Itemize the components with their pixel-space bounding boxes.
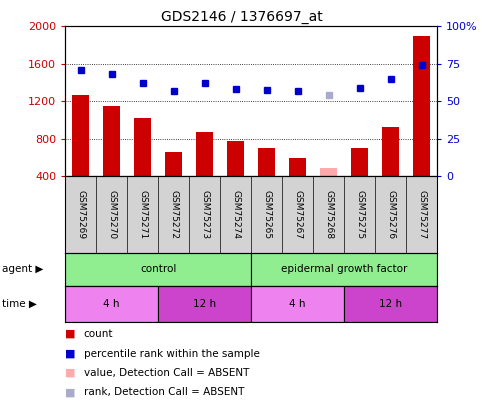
Bar [196,132,213,176]
Bar [344,286,437,322]
Text: control: control [140,264,176,274]
Text: rank, Detection Call = ABSENT: rank, Detection Call = ABSENT [84,388,244,397]
Bar [289,158,306,176]
Text: GSM75273: GSM75273 [200,190,209,239]
Text: 4 h: 4 h [103,299,120,309]
Text: ■: ■ [65,329,76,339]
Bar [165,152,182,176]
Text: ■: ■ [65,368,76,378]
Text: GSM75276: GSM75276 [386,190,395,239]
Text: GSM75269: GSM75269 [76,190,85,239]
Text: 12 h: 12 h [193,299,216,309]
Bar [413,36,430,176]
Bar [134,118,151,176]
Text: GSM75268: GSM75268 [324,190,333,239]
Bar [72,95,89,176]
Bar [382,126,399,176]
Text: 4 h: 4 h [289,299,306,309]
Bar [65,253,251,286]
Text: ■: ■ [65,388,76,397]
Bar [227,141,244,176]
Text: GSM75275: GSM75275 [355,190,364,239]
Text: GSM75271: GSM75271 [138,190,147,239]
Text: GSM75267: GSM75267 [293,190,302,239]
Bar [103,106,120,176]
Text: percentile rank within the sample: percentile rank within the sample [84,349,259,358]
Text: ■: ■ [65,349,76,358]
Bar [351,148,368,176]
Bar [158,286,251,322]
Text: GSM75277: GSM75277 [417,190,426,239]
Text: agent ▶: agent ▶ [2,264,44,274]
Bar [65,286,158,322]
Bar [251,253,437,286]
Bar [258,148,275,176]
Text: GDS2146 / 1376697_at: GDS2146 / 1376697_at [161,10,322,24]
Text: GSM75272: GSM75272 [169,190,178,239]
Text: GSM75265: GSM75265 [262,190,271,239]
Bar [251,286,344,322]
Text: GSM75270: GSM75270 [107,190,116,239]
Text: time ▶: time ▶ [2,299,37,309]
Text: epidermal growth factor: epidermal growth factor [281,264,407,274]
Text: 12 h: 12 h [379,299,402,309]
Text: value, Detection Call = ABSENT: value, Detection Call = ABSENT [84,368,249,378]
Bar [320,168,337,176]
Text: count: count [84,329,113,339]
Text: GSM75274: GSM75274 [231,190,240,239]
